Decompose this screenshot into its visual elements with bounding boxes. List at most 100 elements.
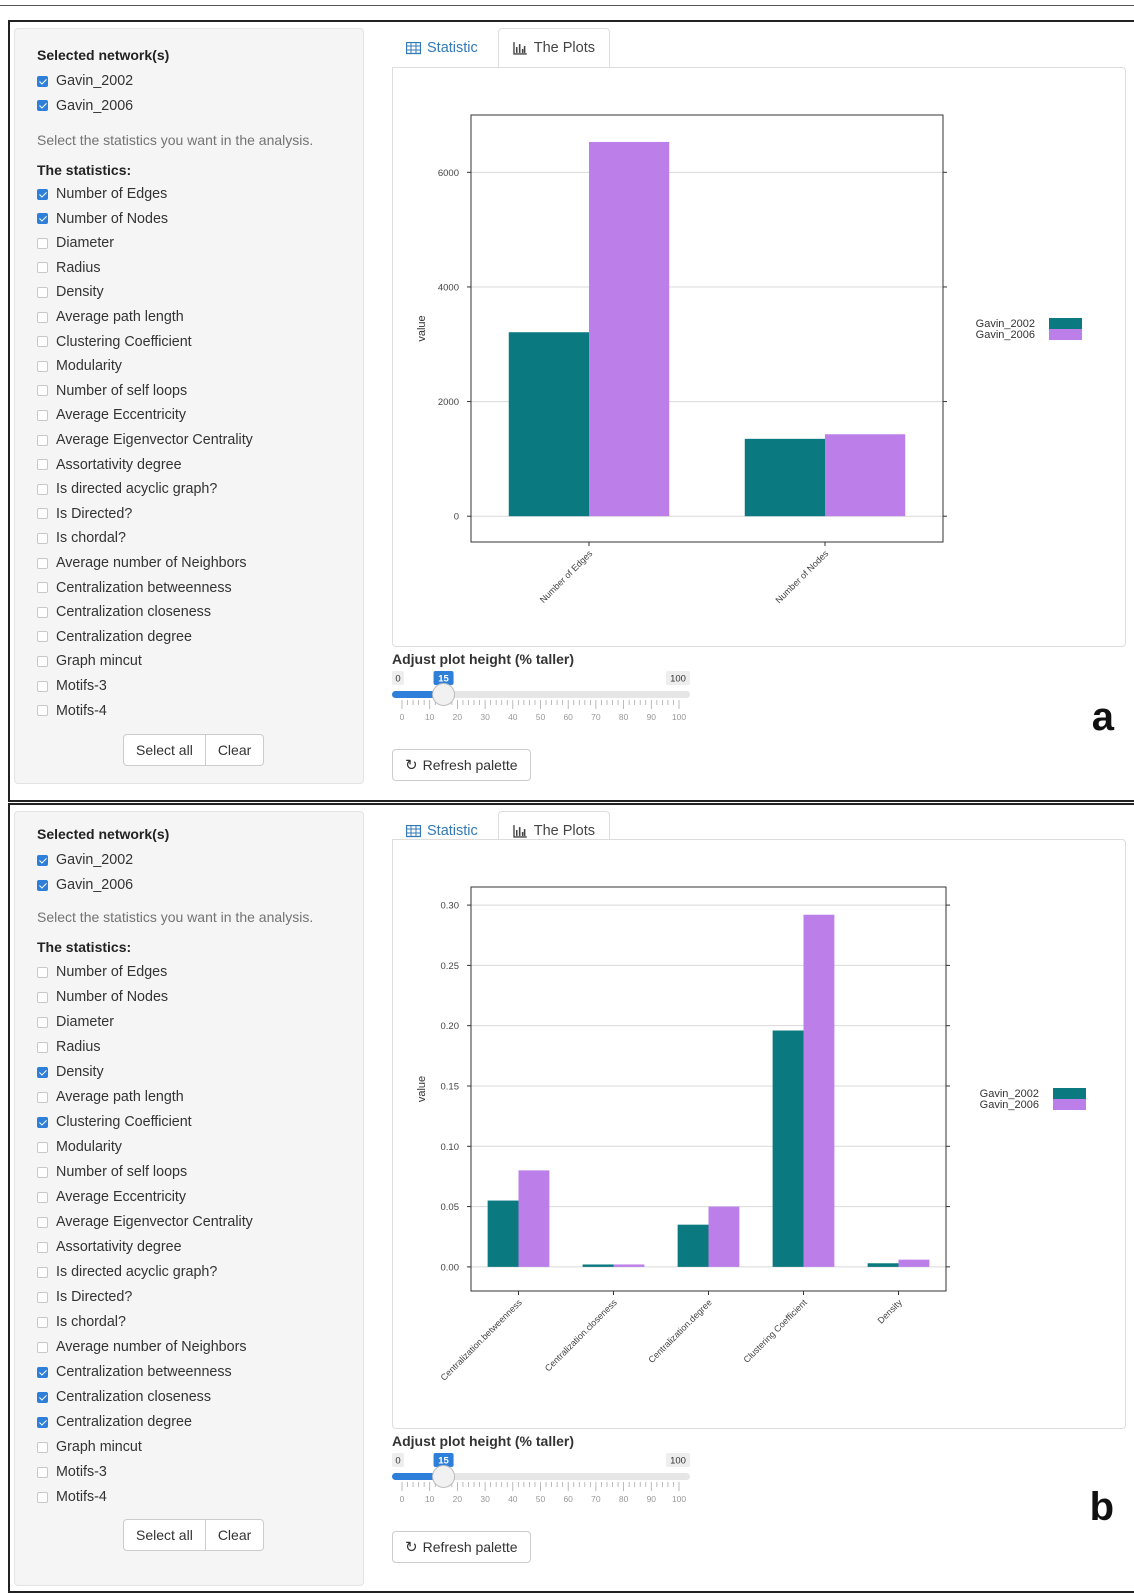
stat-checkbox-average-path-length[interactable]: Average path length	[37, 307, 184, 327]
slider-track[interactable]	[392, 691, 690, 698]
checkbox-icon[interactable]	[37, 360, 48, 372]
stat-checkbox-centralization-closeness[interactable]: Centralization closeness	[37, 1387, 211, 1407]
checkbox-icon[interactable]	[37, 237, 48, 249]
stat-checkbox-radius[interactable]: Radius	[37, 258, 101, 278]
stat-checkbox-centralization-closeness[interactable]: Centralization closeness	[37, 602, 211, 622]
checkbox-icon[interactable]	[37, 75, 48, 87]
checkbox-icon[interactable]	[37, 582, 48, 594]
stat-checkbox-radius[interactable]: Radius	[37, 1037, 101, 1057]
checkbox-icon[interactable]	[37, 262, 48, 274]
stat-checkbox-centralization-degree[interactable]: Centralization degree	[37, 1412, 192, 1432]
checkbox-icon[interactable]	[37, 188, 48, 200]
select-all-button[interactable]: Select all	[123, 1519, 206, 1551]
checkbox-icon[interactable]	[37, 311, 48, 323]
checkbox-icon[interactable]	[37, 1066, 48, 1078]
stat-checkbox-number-of-self-loops[interactable]: Number of self loops	[37, 381, 187, 401]
checkbox-icon[interactable]	[37, 1441, 48, 1453]
network-checkbox-gavin_2002[interactable]: Gavin_2002	[37, 71, 133, 91]
checkbox-icon[interactable]	[37, 1216, 48, 1228]
stat-checkbox-modularity[interactable]: Modularity	[37, 1137, 122, 1157]
network-checkbox-gavin_2002[interactable]: Gavin_2002	[37, 850, 133, 870]
stat-checkbox-is-directed[interactable]: Is Directed?	[37, 1287, 132, 1307]
stat-checkbox-motifs-4[interactable]: Motifs-4	[37, 1487, 107, 1507]
refresh-palette-button[interactable]: ↻ Refresh palette	[392, 749, 531, 781]
checkbox-icon[interactable]	[37, 508, 48, 520]
checkbox-icon[interactable]	[37, 286, 48, 298]
stat-checkbox-is-chordal[interactable]: Is chordal?	[37, 1312, 126, 1332]
checkbox-icon[interactable]	[37, 100, 48, 112]
checkbox-icon[interactable]	[37, 1466, 48, 1478]
checkbox-icon[interactable]	[37, 434, 48, 446]
stat-checkbox-average-number-of-neighbors[interactable]: Average number of Neighbors	[37, 553, 246, 573]
stat-checkbox-is-directed-acyclic-graph[interactable]: Is directed acyclic graph?	[37, 479, 217, 499]
stat-checkbox-graph-mincut[interactable]: Graph mincut	[37, 651, 142, 671]
plot-height-slider[interactable]: 0 100 15 0 10 20 30 40 50 60 70 80 90 100	[392, 1453, 692, 1513]
stat-checkbox-number-of-nodes[interactable]: Number of Nodes	[37, 209, 168, 229]
stat-checkbox-is-directed-acyclic-graph[interactable]: Is directed acyclic graph?	[37, 1262, 217, 1282]
checkbox-icon[interactable]	[37, 1341, 48, 1353]
tab-statistic[interactable]: Statistic	[392, 28, 498, 68]
stat-checkbox-average-eccentricity[interactable]: Average Eccentricity	[37, 405, 186, 425]
checkbox-icon[interactable]	[37, 409, 48, 421]
checkbox-icon[interactable]	[37, 1391, 48, 1403]
clear-button[interactable]: Clear	[205, 734, 265, 766]
checkbox-icon[interactable]	[37, 1166, 48, 1178]
checkbox-icon[interactable]	[37, 991, 48, 1003]
checkbox-icon[interactable]	[37, 631, 48, 643]
slider-handle[interactable]	[432, 1465, 456, 1488]
checkbox-icon[interactable]	[37, 1191, 48, 1203]
stat-checkbox-motifs-3[interactable]: Motifs-3	[37, 1462, 107, 1482]
stat-checkbox-modularity[interactable]: Modularity	[37, 356, 122, 376]
stat-checkbox-centralization-betweenness[interactable]: Centralization betweenness	[37, 578, 232, 598]
checkbox-icon[interactable]	[37, 385, 48, 397]
refresh-palette-button[interactable]: ↻ Refresh palette	[392, 1531, 531, 1563]
stat-checkbox-diameter[interactable]: Diameter	[37, 1012, 114, 1032]
stat-checkbox-assortativity-degree[interactable]: Assortativity degree	[37, 455, 182, 475]
checkbox-icon[interactable]	[37, 879, 48, 891]
checkbox-icon[interactable]	[37, 532, 48, 544]
checkbox-icon[interactable]	[37, 557, 48, 569]
stat-checkbox-number-of-self-loops[interactable]: Number of self loops	[37, 1162, 187, 1182]
stat-checkbox-average-eigenvector-centrality[interactable]: Average Eigenvector Centrality	[37, 430, 253, 450]
stat-checkbox-is-chordal[interactable]: Is chordal?	[37, 528, 126, 548]
checkbox-icon[interactable]	[37, 336, 48, 348]
checkbox-icon[interactable]	[37, 1266, 48, 1278]
checkbox-icon[interactable]	[37, 483, 48, 495]
plot-height-slider[interactable]: 0 100 15 0 10 20 30 40 50 60 70 80 90 100	[392, 671, 692, 731]
checkbox-icon[interactable]	[37, 1491, 48, 1503]
checkbox-icon[interactable]	[37, 655, 48, 667]
stat-checkbox-density[interactable]: Density	[37, 1062, 104, 1082]
checkbox-icon[interactable]	[37, 1316, 48, 1328]
checkbox-icon[interactable]	[37, 1091, 48, 1103]
checkbox-icon[interactable]	[37, 1366, 48, 1378]
stat-checkbox-clustering-coefficient[interactable]: Clustering Coefficient	[37, 1112, 192, 1132]
stat-checkbox-is-directed[interactable]: Is Directed?	[37, 504, 132, 524]
stat-checkbox-assortativity-degree[interactable]: Assortativity degree	[37, 1237, 182, 1257]
stat-checkbox-number-of-nodes[interactable]: Number of Nodes	[37, 987, 168, 1007]
stat-checkbox-number-of-edges[interactable]: Number of Edges	[37, 184, 167, 204]
stat-checkbox-number-of-edges[interactable]: Number of Edges	[37, 962, 167, 982]
checkbox-icon[interactable]	[37, 1016, 48, 1028]
stat-checkbox-average-path-length[interactable]: Average path length	[37, 1087, 184, 1107]
network-checkbox-gavin_2006[interactable]: Gavin_2006	[37, 96, 133, 116]
checkbox-icon[interactable]	[37, 459, 48, 471]
stat-checkbox-average-eigenvector-centrality[interactable]: Average Eigenvector Centrality	[37, 1212, 253, 1232]
checkbox-icon[interactable]	[37, 705, 48, 717]
checkbox-icon[interactable]	[37, 680, 48, 692]
stat-checkbox-motifs-3[interactable]: Motifs-3	[37, 676, 107, 696]
network-checkbox-gavin_2006[interactable]: Gavin_2006	[37, 875, 133, 895]
checkbox-icon[interactable]	[37, 1041, 48, 1053]
clear-button[interactable]: Clear	[205, 1519, 265, 1551]
checkbox-icon[interactable]	[37, 1141, 48, 1153]
stat-checkbox-motifs-4[interactable]: Motifs-4	[37, 701, 107, 721]
tab-the-plots[interactable]: The Plots	[498, 28, 610, 68]
checkbox-icon[interactable]	[37, 1116, 48, 1128]
slider-track[interactable]	[392, 1473, 690, 1480]
stat-checkbox-centralization-betweenness[interactable]: Centralization betweenness	[37, 1362, 232, 1382]
slider-handle[interactable]	[432, 683, 456, 706]
stat-checkbox-diameter[interactable]: Diameter	[37, 233, 114, 253]
checkbox-icon[interactable]	[37, 854, 48, 866]
select-all-button[interactable]: Select all	[123, 734, 206, 766]
stat-checkbox-average-eccentricity[interactable]: Average Eccentricity	[37, 1187, 186, 1207]
checkbox-icon[interactable]	[37, 1291, 48, 1303]
